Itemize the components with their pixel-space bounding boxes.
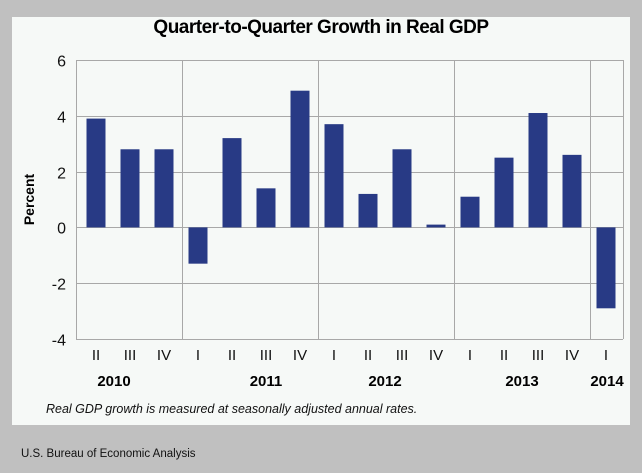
chart-footnote: Real GDP growth is measured at seasonall…: [46, 402, 418, 416]
bar: [222, 138, 242, 228]
bar: [460, 196, 480, 228]
bar: [392, 149, 412, 228]
year-label: 2014: [590, 373, 624, 390]
year-label: 2012: [368, 373, 401, 390]
source-credit: U.S. Bureau of Economic Analysis: [21, 448, 196, 460]
bar: [120, 149, 140, 228]
bar: [256, 188, 276, 228]
x-tick-label: IV: [429, 347, 443, 364]
bar: [358, 193, 378, 228]
y-tick-label: -2: [52, 277, 66, 294]
x-tick-label: II: [364, 347, 372, 364]
chart-title: Quarter-to-Quarter Growth in Real GDP: [153, 17, 489, 38]
bar: [494, 157, 514, 228]
y-tick-label: 6: [57, 54, 66, 71]
x-tick-label: III: [124, 347, 137, 364]
x-tick-label: IV: [293, 347, 307, 364]
year-label: 2013: [505, 373, 538, 390]
chart-panel: [12, 17, 630, 425]
x-tick-label: I: [604, 347, 608, 364]
y-tick-label: 4: [57, 110, 66, 127]
year-label: 2010: [97, 373, 130, 390]
bar: [188, 227, 208, 264]
y-axis-label: Percent: [21, 173, 37, 225]
x-tick-label: II: [92, 347, 100, 364]
x-tick-label: III: [260, 347, 273, 364]
bar: [596, 227, 616, 309]
bar: [562, 154, 582, 228]
x-tick-label: II: [228, 347, 236, 364]
y-tick-label: -4: [52, 333, 66, 350]
x-tick-label: I: [196, 347, 200, 364]
bar: [324, 124, 344, 228]
y-tick-label: 2: [57, 166, 66, 183]
x-tick-label: III: [532, 347, 545, 364]
bar: [86, 118, 106, 228]
x-tick-label: III: [396, 347, 409, 364]
year-label: 2011: [250, 373, 283, 390]
x-tick-label: I: [332, 347, 336, 364]
x-tick-label: IV: [565, 347, 579, 364]
x-tick-label: II: [500, 347, 508, 364]
x-tick-label: IV: [157, 347, 171, 364]
y-tick-label: 0: [57, 221, 66, 238]
x-tick-label: I: [468, 347, 472, 364]
bar: [528, 113, 548, 228]
bar: [154, 149, 174, 228]
bar: [426, 224, 446, 228]
bar: [290, 90, 310, 228]
